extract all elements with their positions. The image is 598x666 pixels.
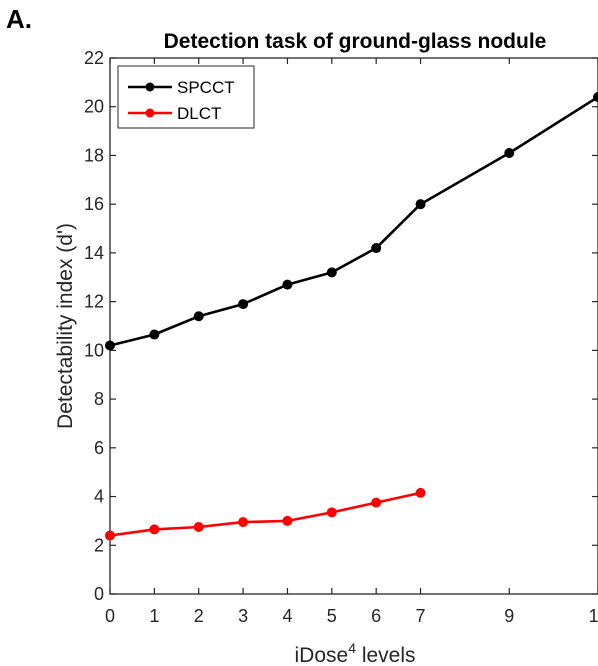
data-point-dlct [415, 487, 426, 498]
x-axis-label-superscript: 4 [348, 640, 356, 656]
data-point-spcct [193, 311, 204, 322]
y-tick-label: 6 [94, 438, 104, 458]
data-point-spcct [371, 243, 382, 254]
x-tick-label: 6 [371, 606, 381, 626]
x-tick-label: 5 [327, 606, 337, 626]
series-line-spcct [109, 95, 598, 347]
y-tick-label: 4 [94, 487, 104, 507]
x-tick-label: 0 [105, 606, 115, 626]
data-point-spcct [105, 340, 115, 351]
legend-label-spcct: SPCCT [177, 78, 235, 97]
y-tick-label: 14 [84, 243, 104, 263]
data-point-dlct [326, 507, 337, 518]
data-point-spcct [415, 199, 426, 210]
data-point-dlct [238, 517, 249, 528]
y-tick-label: 0 [94, 584, 104, 604]
y-axis-label: Detectability index (d') [54, 223, 77, 429]
legend-marker-spcct [145, 82, 155, 92]
y-tick-label: 22 [84, 48, 104, 68]
y-axis: 0 2 4 6 8 10 12 14 16 18 20 22 [84, 48, 598, 604]
data-point-dlct [193, 522, 204, 532]
legend: SPCCT DLCT [117, 65, 255, 129]
x-tick-label: 7 [416, 606, 426, 626]
chart-title: Detection task of ground-glass nodule [164, 30, 547, 53]
x-tick-label: 1 [149, 606, 159, 626]
x-tick-label: 11 [589, 606, 598, 626]
data-point-dlct [149, 524, 160, 535]
legend-marker-dlct [145, 108, 155, 118]
data-point-spcct [504, 148, 515, 159]
x-tick-label: 9 [504, 606, 514, 626]
data-point-dlct [105, 530, 115, 541]
data-point-dlct [282, 515, 293, 526]
x-tick-label: 4 [282, 606, 292, 626]
data-point-spcct [149, 329, 160, 340]
x-axis-label: iDose4 levels [294, 640, 415, 666]
plot-frame [109, 57, 598, 595]
series-layer [105, 91, 598, 541]
legend-label-dlct: DLCT [177, 104, 221, 123]
panel-letter: A. [6, 4, 32, 34]
y-tick-label: 2 [94, 535, 104, 555]
x-axis-label-tail: levels [356, 644, 416, 666]
data-point-spcct [282, 279, 293, 290]
x-axis-label-main: iDose [294, 644, 348, 666]
y-tick-label: 16 [84, 194, 104, 214]
series-line-dlct [109, 491, 421, 537]
legend-box [117, 65, 255, 129]
y-tick-label: 8 [94, 389, 104, 409]
data-point-spcct [326, 267, 337, 278]
data-point-spcct [593, 91, 598, 102]
data-point-spcct [238, 299, 249, 310]
y-tick-label: 18 [84, 145, 104, 165]
y-tick-label: 12 [84, 292, 104, 312]
y-tick-label: 20 [84, 97, 104, 117]
data-point-dlct [371, 497, 382, 508]
x-tick-label: 2 [194, 606, 204, 626]
x-axis: 0 1 2 3 4 5 6 7 9 11 [105, 58, 598, 626]
axes-box [109, 57, 598, 595]
x-tick-label: 3 [238, 606, 248, 626]
y-tick-label: 10 [84, 340, 104, 360]
